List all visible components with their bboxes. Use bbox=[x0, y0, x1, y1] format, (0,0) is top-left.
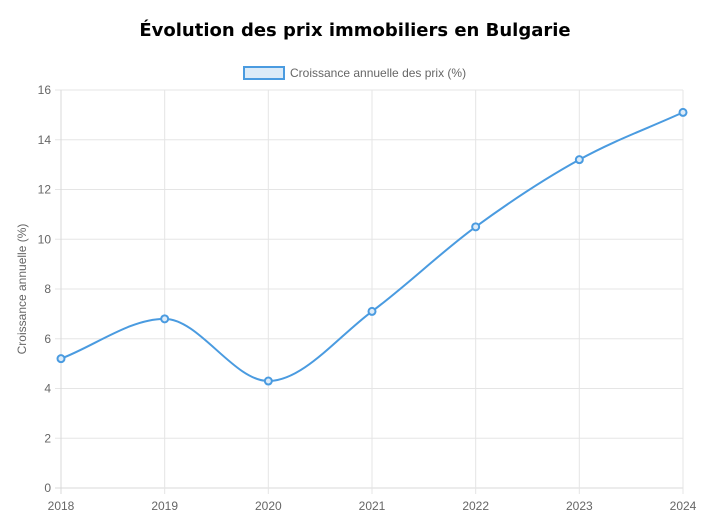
legend-label: Croissance annuelle des prix (%) bbox=[290, 66, 466, 80]
data-point[interactable] bbox=[160, 314, 170, 324]
y-tick-label: 4 bbox=[44, 382, 51, 396]
y-tick-label: 14 bbox=[38, 133, 52, 147]
data-point[interactable] bbox=[263, 376, 273, 386]
y-axis-title: Croissance annuelle (%) bbox=[15, 224, 29, 355]
y-axis: 0 2 4 6 8 10 12 14 16 bbox=[38, 83, 52, 495]
x-tick-label: 2018 bbox=[48, 499, 75, 513]
x-axis: 2018 2019 2020 2021 2022 2023 2024 bbox=[48, 499, 697, 513]
y-tick-label: 12 bbox=[38, 183, 52, 197]
data-point[interactable] bbox=[574, 155, 584, 165]
legend-swatch bbox=[243, 66, 285, 80]
x-tick-label: 2019 bbox=[151, 499, 178, 513]
y-tick-label: 2 bbox=[44, 431, 51, 445]
y-tick-label: 8 bbox=[44, 282, 51, 296]
data-point[interactable] bbox=[678, 107, 688, 117]
chart-title: Évolution des prix immobiliers en Bulgar… bbox=[139, 19, 570, 41]
x-tick-label: 2020 bbox=[255, 499, 282, 513]
x-tick-label: 2024 bbox=[670, 499, 697, 513]
data-point[interactable] bbox=[56, 354, 66, 364]
y-tick-label: 6 bbox=[44, 332, 51, 346]
data-points bbox=[56, 107, 688, 386]
y-tick-label: 0 bbox=[44, 481, 51, 495]
x-tick-label: 2021 bbox=[359, 499, 386, 513]
data-point[interactable] bbox=[471, 222, 481, 232]
y-tick-label: 16 bbox=[38, 83, 52, 97]
grid bbox=[55, 89, 684, 494]
legend[interactable]: Croissance annuelle des prix (%) bbox=[243, 66, 466, 80]
y-tick-label: 10 bbox=[38, 232, 52, 246]
x-tick-label: 2022 bbox=[462, 499, 489, 513]
data-point[interactable] bbox=[367, 306, 377, 316]
x-tick-label: 2023 bbox=[566, 499, 593, 513]
